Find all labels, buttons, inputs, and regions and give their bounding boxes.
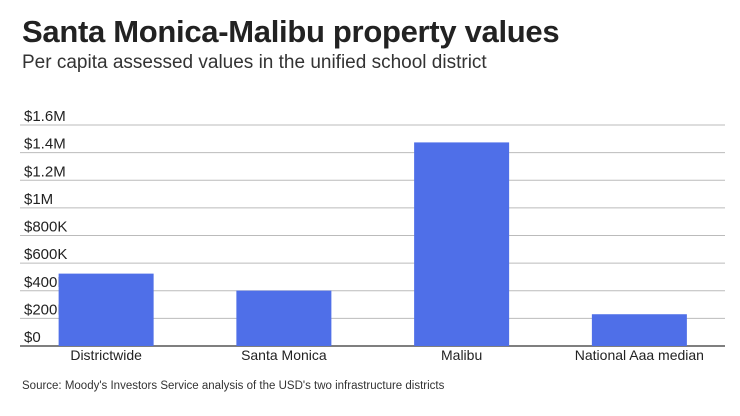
x-tick-label: Santa Monica	[241, 347, 327, 363]
y-tick-label: $800K	[24, 219, 67, 236]
y-tick-label: $600K	[24, 246, 67, 263]
x-tick-label: National Aaa median	[575, 347, 704, 363]
chart-subtitle: Per capita assessed values in the unifie…	[22, 52, 487, 73]
y-tick-label: $1.4M	[24, 136, 66, 153]
x-tick-label: Districtwide	[70, 347, 142, 363]
source-note: Source: Moody's Investors Service analys…	[22, 380, 445, 392]
y-tick-label: $1.2M	[24, 163, 66, 180]
bar-malibu	[414, 142, 510, 346]
bar-districtwide	[58, 273, 154, 346]
chart-title: Santa Monica-Malibu property values	[22, 14, 560, 49]
y-tick-label: $1M	[24, 191, 53, 208]
bar-national-aaa-median	[591, 314, 687, 346]
y-tick-label: $1.6M	[24, 108, 66, 125]
y-tick-label: $0	[24, 329, 41, 346]
x-tick-label: Malibu	[441, 347, 482, 363]
y-tick-label: $200K	[24, 301, 67, 318]
y-tick-label: $400K	[24, 274, 67, 291]
bar-santa-monica	[236, 290, 332, 346]
